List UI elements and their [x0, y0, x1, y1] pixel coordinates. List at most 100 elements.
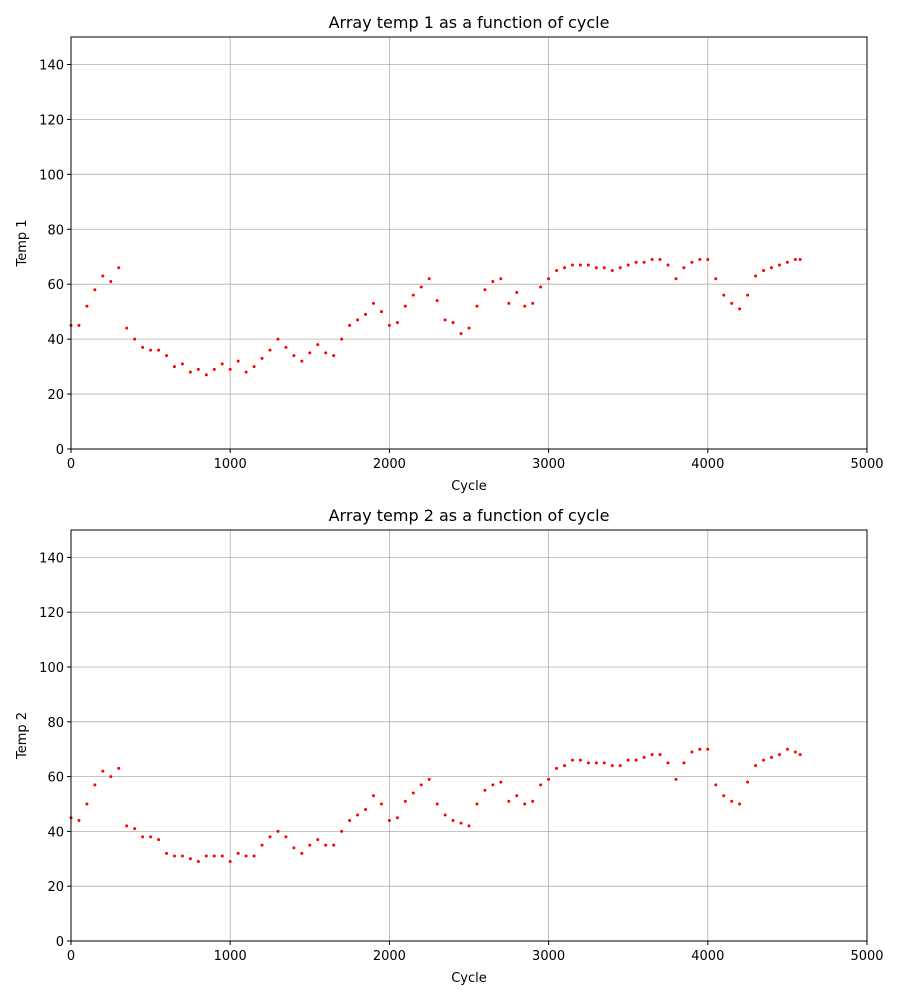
point — [798, 753, 802, 757]
y-tick-label: 40 — [47, 825, 64, 840]
point — [85, 304, 89, 308]
point — [356, 813, 360, 817]
point — [769, 266, 773, 270]
y-tick-label: 140 — [39, 58, 64, 73]
point — [443, 813, 447, 817]
point — [507, 301, 511, 305]
point — [793, 750, 797, 754]
axes-frame — [70, 529, 868, 942]
point — [722, 293, 726, 297]
point — [371, 794, 375, 798]
point — [666, 263, 670, 267]
point — [610, 764, 614, 768]
point — [491, 783, 495, 787]
point — [403, 304, 407, 308]
point — [228, 860, 232, 864]
point — [340, 337, 344, 341]
point — [427, 777, 431, 781]
point — [730, 799, 734, 803]
point — [236, 359, 240, 363]
y-tick-label: 100 — [39, 168, 64, 183]
point — [364, 312, 368, 316]
point — [379, 802, 383, 806]
x-axis-label: Cycle — [451, 971, 487, 986]
point — [77, 818, 81, 822]
x-tick-label: 3000 — [532, 457, 565, 472]
point — [467, 326, 471, 330]
point — [769, 755, 773, 759]
point — [475, 304, 479, 308]
point — [371, 301, 375, 305]
point — [674, 277, 678, 281]
point — [308, 843, 312, 847]
point — [682, 266, 686, 270]
point — [228, 367, 232, 371]
x-tick-label: 4000 — [691, 457, 724, 472]
point — [523, 802, 527, 806]
point — [244, 854, 248, 858]
point — [157, 838, 161, 842]
point — [714, 277, 718, 281]
point — [356, 318, 360, 322]
point — [698, 747, 702, 751]
point — [690, 260, 694, 264]
point — [483, 788, 487, 792]
point — [642, 260, 646, 264]
point — [594, 761, 598, 765]
point — [698, 257, 702, 261]
point — [252, 365, 256, 369]
point — [316, 838, 320, 842]
point — [658, 257, 662, 261]
point — [531, 301, 535, 305]
y-tick-label: 80 — [47, 223, 64, 238]
point — [149, 835, 153, 839]
point — [650, 257, 654, 261]
point — [268, 835, 272, 839]
point — [746, 293, 750, 297]
point — [467, 824, 471, 828]
point — [547, 277, 551, 281]
point — [499, 780, 503, 784]
point — [491, 279, 495, 283]
point — [618, 764, 622, 768]
point — [364, 807, 368, 811]
point — [483, 288, 487, 292]
point — [348, 818, 352, 822]
x-axis-label: Cycle — [451, 479, 487, 494]
point — [316, 343, 320, 347]
point — [594, 266, 598, 270]
point — [642, 755, 646, 759]
point — [570, 263, 574, 267]
x-tick-label: 1000 — [214, 457, 247, 472]
point — [395, 321, 399, 325]
point — [379, 310, 383, 314]
point — [578, 758, 582, 762]
point — [722, 794, 726, 798]
point — [499, 277, 503, 281]
x-tick-label: 4000 — [691, 949, 724, 964]
point — [133, 827, 137, 831]
point — [101, 769, 105, 773]
x-tick-label: 3000 — [532, 949, 565, 964]
point — [324, 351, 328, 355]
y-tick-label: 0 — [56, 935, 64, 950]
y-tick-label: 0 — [56, 443, 64, 458]
point — [586, 263, 590, 267]
x-tick-label: 2000 — [373, 949, 406, 964]
point — [276, 337, 280, 341]
point — [777, 263, 781, 267]
point — [435, 299, 439, 303]
point — [332, 843, 336, 847]
point — [403, 799, 407, 803]
point — [196, 860, 200, 864]
point — [180, 854, 184, 858]
point — [284, 345, 288, 349]
point — [730, 301, 734, 305]
point — [746, 780, 750, 784]
point — [578, 263, 582, 267]
point — [188, 857, 192, 861]
point — [523, 304, 527, 308]
y-tick-label: 60 — [47, 771, 64, 786]
point — [658, 753, 662, 757]
point — [149, 348, 153, 352]
